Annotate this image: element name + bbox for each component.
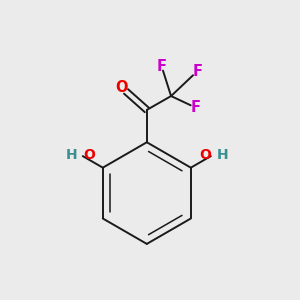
Text: O: O [115, 80, 128, 95]
Text: O: O [199, 148, 211, 162]
Text: F: F [193, 64, 203, 79]
Text: H: H [65, 148, 77, 162]
Text: F: F [191, 100, 201, 115]
Text: H: H [217, 148, 228, 162]
Text: F: F [157, 59, 167, 74]
Text: O: O [83, 148, 95, 162]
